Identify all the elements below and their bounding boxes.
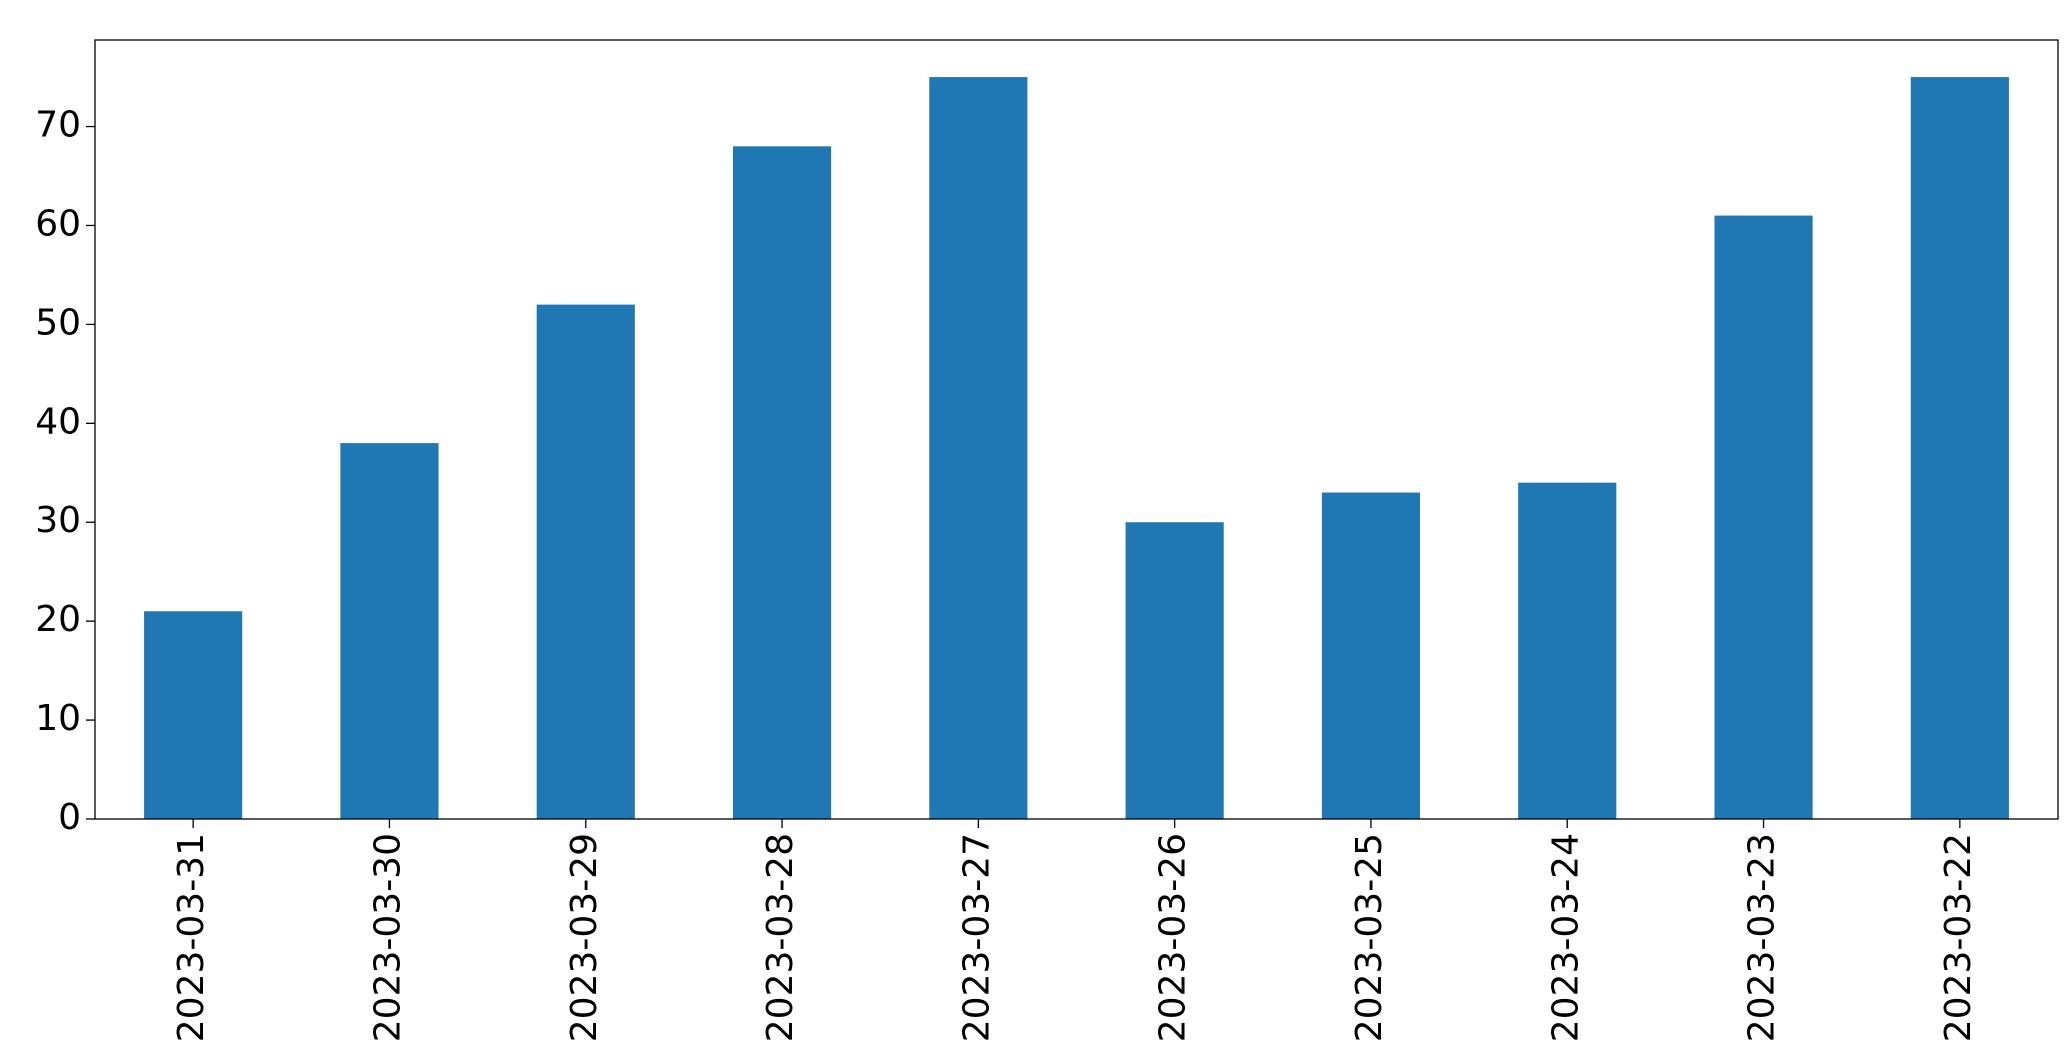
plot-frame xyxy=(94,39,2059,820)
bar xyxy=(1714,215,1813,820)
bar xyxy=(1321,492,1421,819)
x-tick-label: 2023-03-24 xyxy=(1545,833,1586,1042)
y-tick-label: 20 xyxy=(35,599,81,640)
bar xyxy=(1518,482,1617,819)
y-tick-label: 0 xyxy=(58,797,81,838)
x-tick-label: 2023-03-30 xyxy=(367,833,408,1042)
y-tick-label: 60 xyxy=(35,203,81,244)
x-tick-label: 2023-03-31 xyxy=(171,833,212,1042)
bar xyxy=(1910,77,2009,820)
x-tick-label: 2023-03-26 xyxy=(1153,833,1194,1042)
bar xyxy=(929,77,1028,820)
x-tick-label: 2023-03-25 xyxy=(1349,833,1390,1042)
bar xyxy=(1125,522,1224,819)
x-tick-label: 2023-03-27 xyxy=(956,833,997,1042)
x-tick-label: 2023-03-22 xyxy=(1938,833,1979,1042)
bar xyxy=(732,146,832,820)
x-tick-label: 2023-03-29 xyxy=(564,833,605,1042)
bar xyxy=(144,611,243,819)
x-tick-label: 2023-03-28 xyxy=(760,833,801,1042)
bar xyxy=(340,443,439,819)
y-tick-label: 70 xyxy=(35,105,81,146)
bar xyxy=(536,304,635,820)
y-tick-label: 30 xyxy=(35,500,81,541)
y-tick-label: 40 xyxy=(35,401,81,442)
y-tick-label: 10 xyxy=(35,698,81,739)
y-tick-label: 50 xyxy=(35,302,81,343)
x-tick-label: 2023-03-23 xyxy=(1742,833,1783,1042)
